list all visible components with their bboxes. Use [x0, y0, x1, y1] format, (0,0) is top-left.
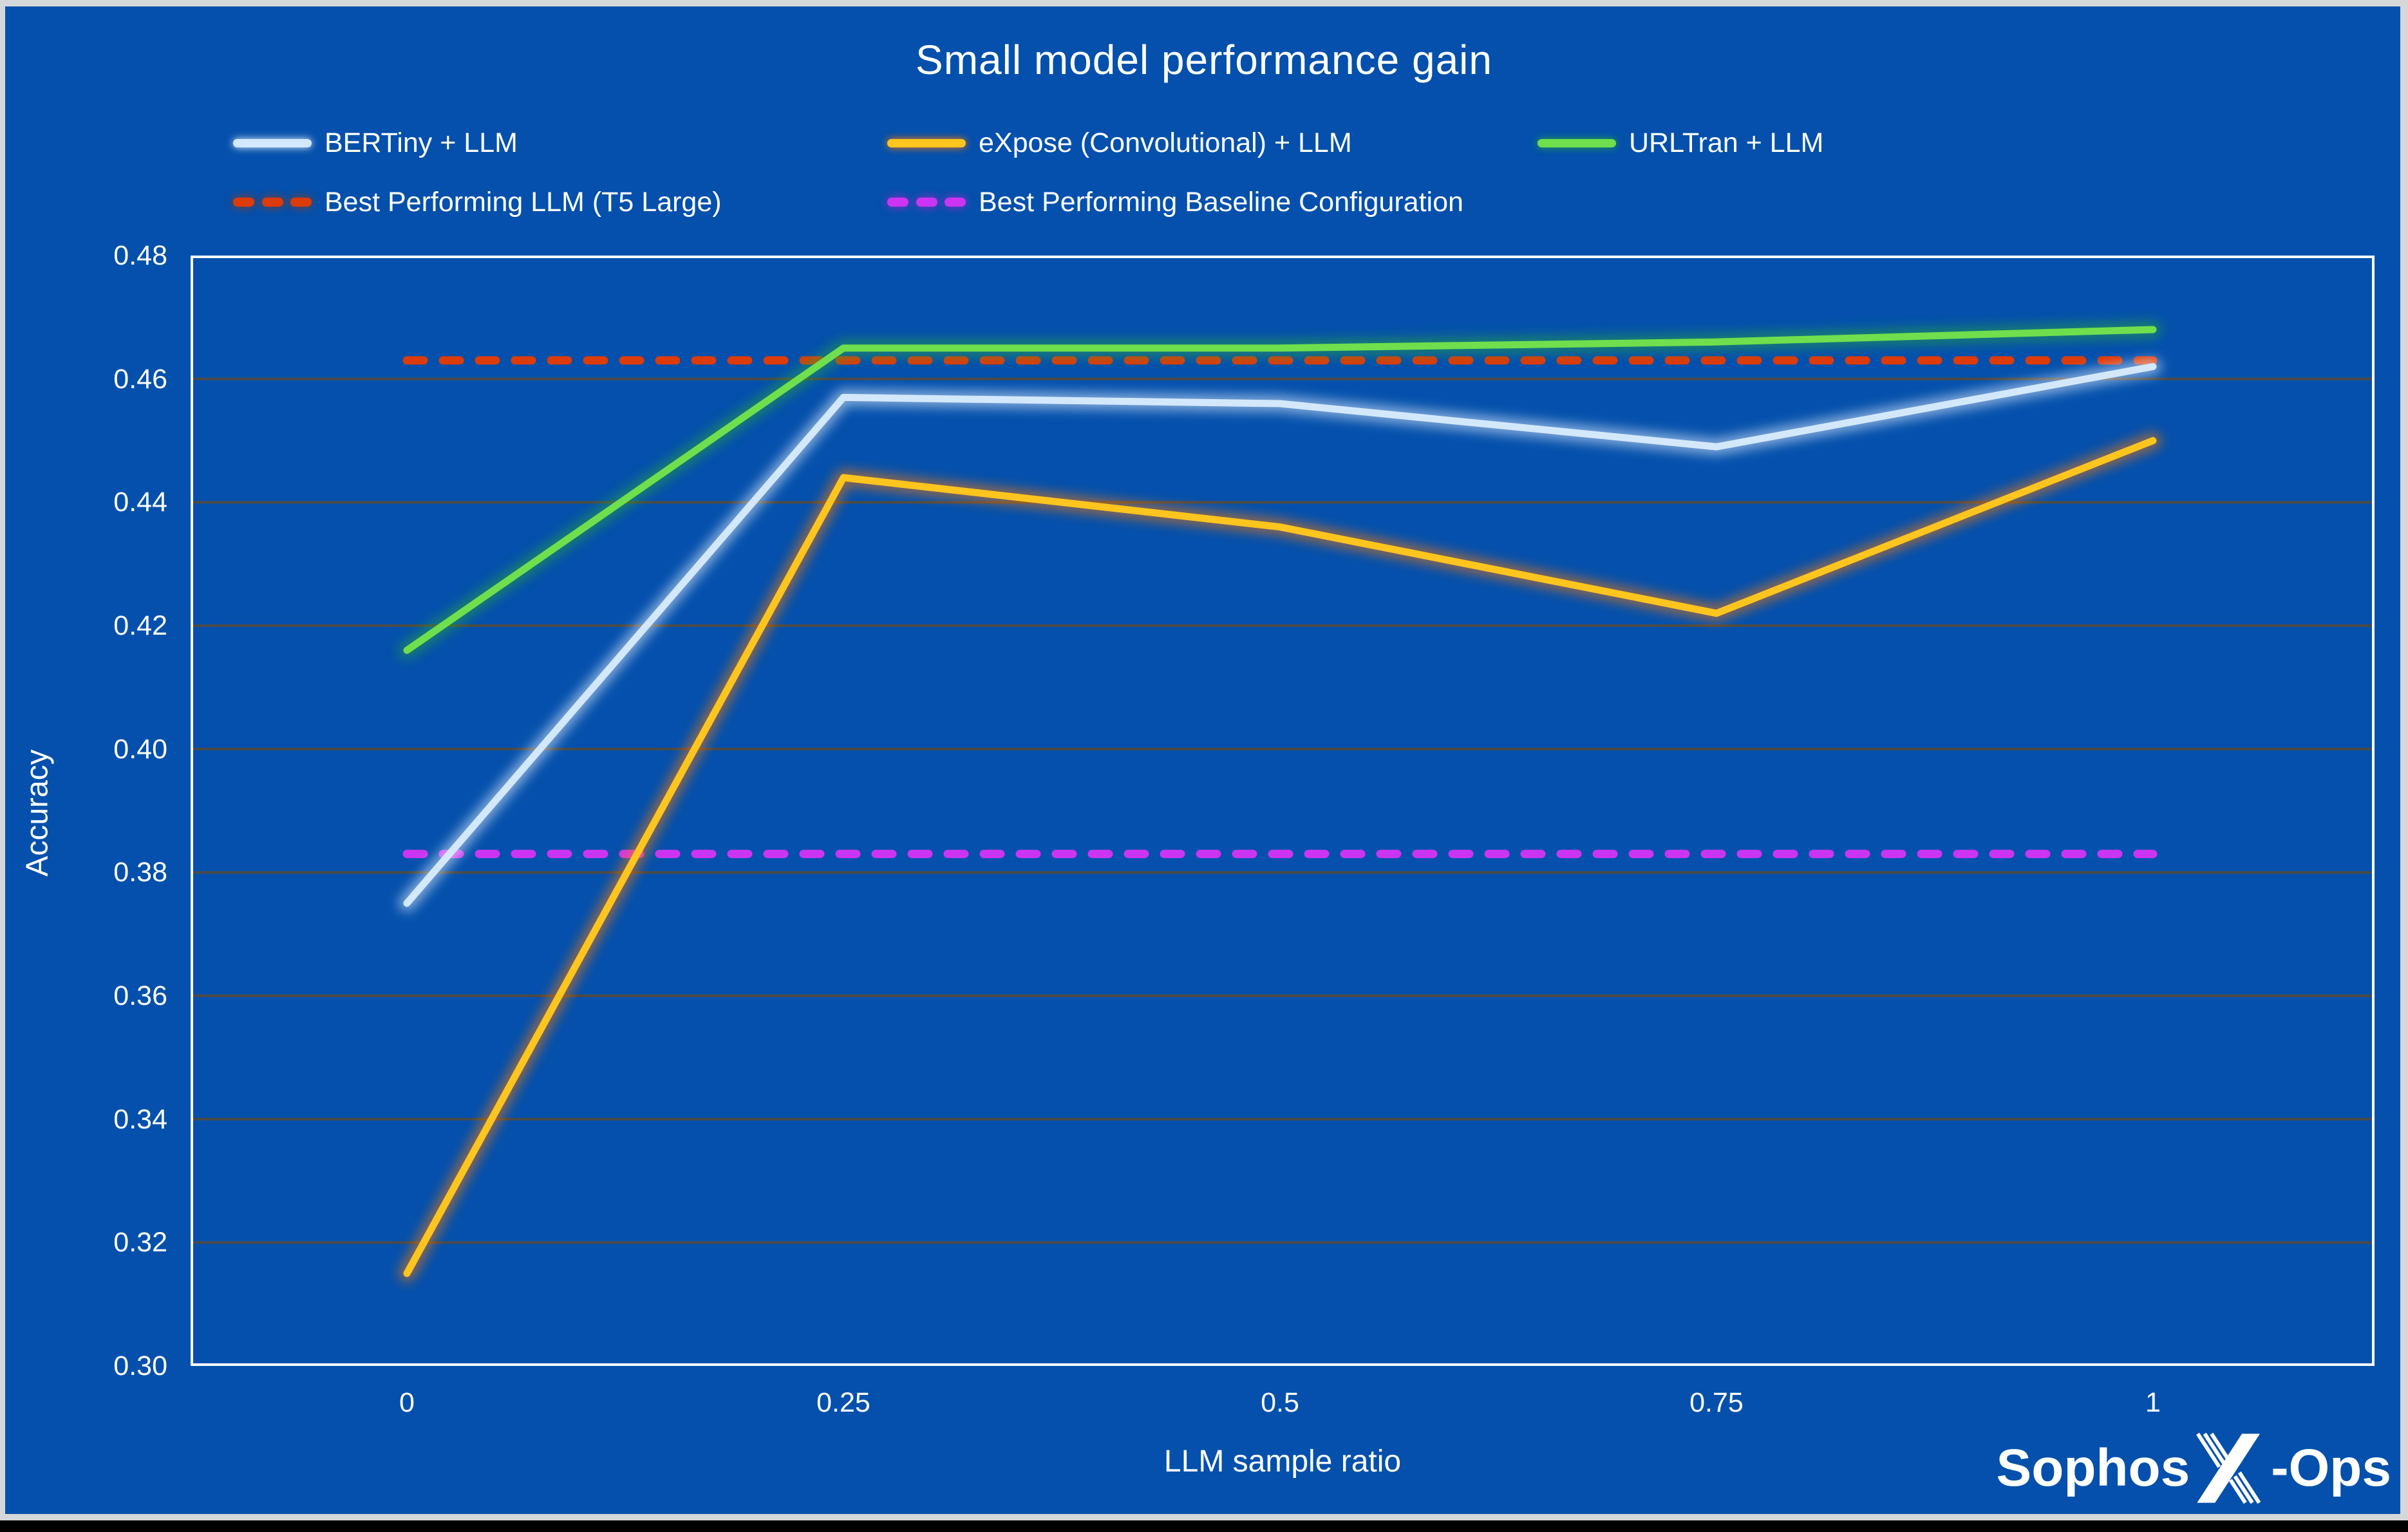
- legend-label: Best Performing Baseline Configuration: [979, 186, 1463, 218]
- legend-swatch-baseline-dashed: [887, 198, 966, 207]
- legend-swatch-best-llm-dashed: [233, 198, 312, 207]
- legend-swatch-dash: [233, 198, 254, 207]
- legend-swatch-dash: [261, 198, 283, 207]
- chart-title: Small model performance gain: [916, 37, 1492, 83]
- series-line-glow: [399, 358, 2161, 912]
- logo-text-ops: -Ops: [2271, 1439, 2391, 1497]
- legend-swatch-dash: [945, 198, 966, 207]
- series-line: [403, 437, 2157, 1277]
- series-line: [403, 326, 2157, 654]
- legend-label: BERTiny + LLM: [325, 127, 518, 158]
- legend-item-baseline: Best Performing Baseline Configuration: [887, 185, 1463, 219]
- legend-swatch-expose-line: [887, 138, 966, 147]
- legend-swatch-dash: [916, 198, 937, 207]
- sophos-x-ops-logo: Sophos -Ops: [1997, 1420, 2391, 1517]
- bottom-black-bar: [0, 1520, 2408, 1532]
- logo-text-sophos: Sophos: [1996, 1439, 2190, 1497]
- x-ops-x-icon: [2196, 1432, 2261, 1504]
- x-tick-label: 0.25: [816, 1387, 870, 1418]
- legend-item-urltran: URLTran + LLM: [1538, 126, 1823, 160]
- y-tick-label: 0.42: [113, 610, 167, 641]
- legend-item-best-llm: Best Performing LLM (T5 Large): [233, 185, 722, 219]
- x-axis-title: LLM sample ratio: [1163, 1444, 1402, 1479]
- y-axis-title: Accuracy: [20, 749, 55, 877]
- legend-label: URLTran + LLM: [1629, 127, 1824, 158]
- legend-swatch-dash: [887, 198, 908, 207]
- legend-label: Best Performing LLM (T5 Large): [325, 186, 722, 218]
- legend-swatch-urltran-line: [1538, 138, 1616, 147]
- legend-swatch-line: [233, 138, 312, 147]
- y-tick-label: 0.34: [113, 1103, 167, 1135]
- x-tick-label: 0.5: [1261, 1387, 1299, 1418]
- legend-swatch-dash: [290, 198, 312, 207]
- x-tick-label: 0: [399, 1387, 415, 1418]
- x-tick-label: 0.75: [1689, 1387, 1744, 1418]
- y-tick-label: 0.44: [113, 487, 167, 518]
- y-tick-label: 0.40: [113, 733, 167, 765]
- y-tick-label: 0.38: [113, 857, 167, 888]
- plot-area: [191, 256, 2375, 1366]
- legend-label: eXpose (Convolutional) + LLM: [979, 127, 1352, 158]
- y-tick-label: 0.36: [113, 980, 167, 1011]
- x-tick-label: 1: [2145, 1387, 2161, 1418]
- legend-swatch-bertiny-line: [233, 138, 312, 147]
- series-line: [403, 363, 2157, 907]
- y-tick-label: 0.48: [113, 240, 167, 271]
- y-tick-label: 0.32: [113, 1227, 167, 1258]
- legend-item-bertiny: BERTiny + LLM: [233, 126, 518, 160]
- legend-swatch-line: [887, 138, 966, 147]
- y-tick-label: 0.30: [113, 1350, 167, 1381]
- plot-border: [191, 256, 2375, 1366]
- legend-item-expose: eXpose (Convolutional) + LLM: [887, 126, 1352, 160]
- legend-swatch-line: [1538, 138, 1616, 147]
- y-tick-label: 0.46: [113, 363, 167, 395]
